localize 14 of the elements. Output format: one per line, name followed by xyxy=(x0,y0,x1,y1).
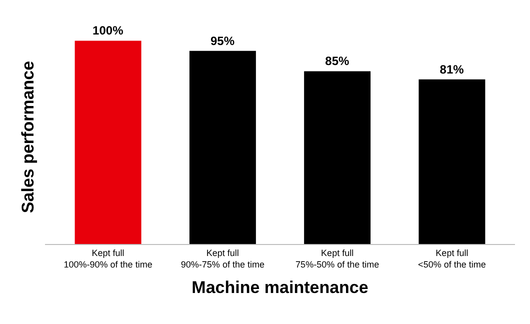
bar xyxy=(304,71,371,244)
data-label: 81% xyxy=(440,62,464,76)
x-axis-title: Machine maintenance xyxy=(192,278,368,297)
data-label: 85% xyxy=(325,54,350,68)
bar xyxy=(189,50,256,244)
y-axis-title: Sales performance xyxy=(18,60,38,214)
data-label: 100% xyxy=(92,24,124,38)
bar xyxy=(418,79,486,244)
x-tick-label: Kept full <50% of the time xyxy=(418,248,486,270)
x-tick-label: Kept full 90%-75% of the time xyxy=(180,248,264,270)
x-tick-label: Kept full 100%-90% of the time xyxy=(64,248,152,270)
data-label: 95% xyxy=(210,34,235,48)
bar xyxy=(74,40,142,244)
x-tick-label: Kept full 75%-50% of the time xyxy=(296,248,380,270)
